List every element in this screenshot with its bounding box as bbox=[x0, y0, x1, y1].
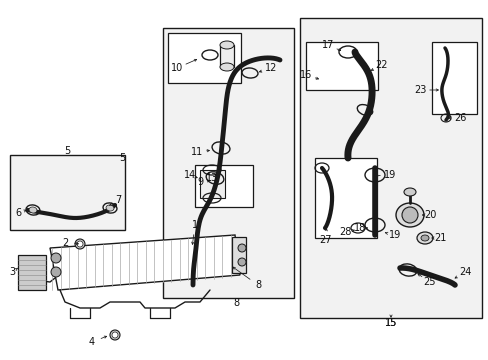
Text: 15: 15 bbox=[384, 318, 396, 328]
Bar bbox=[305, 42, 377, 90]
Bar bbox=[195, 165, 252, 207]
Text: 21: 21 bbox=[433, 233, 445, 243]
Text: 6: 6 bbox=[15, 208, 21, 218]
Text: 27: 27 bbox=[318, 235, 330, 245]
Bar bbox=[200, 170, 224, 198]
Text: 23: 23 bbox=[413, 85, 426, 95]
Text: 1: 1 bbox=[192, 220, 198, 230]
Ellipse shape bbox=[403, 188, 415, 196]
Text: 10: 10 bbox=[170, 63, 183, 73]
Text: 15: 15 bbox=[384, 318, 396, 328]
Text: 22: 22 bbox=[375, 60, 387, 70]
Ellipse shape bbox=[77, 241, 83, 247]
Text: 8: 8 bbox=[254, 280, 261, 290]
Bar bbox=[431, 42, 476, 114]
Text: 5: 5 bbox=[64, 146, 70, 156]
Text: 2: 2 bbox=[62, 238, 68, 248]
Bar bbox=[163, 28, 293, 298]
Text: 24: 24 bbox=[458, 267, 470, 277]
Bar bbox=[231, 237, 245, 273]
Text: 9: 9 bbox=[197, 177, 203, 187]
Polygon shape bbox=[50, 235, 240, 290]
Bar bbox=[168, 33, 241, 83]
Text: 11: 11 bbox=[190, 147, 203, 157]
Text: 14: 14 bbox=[183, 170, 196, 180]
Ellipse shape bbox=[112, 332, 118, 338]
Ellipse shape bbox=[51, 267, 61, 277]
Ellipse shape bbox=[238, 244, 245, 252]
Ellipse shape bbox=[106, 205, 114, 211]
Text: 7: 7 bbox=[115, 195, 121, 205]
Text: 13: 13 bbox=[205, 173, 218, 183]
Ellipse shape bbox=[220, 41, 234, 49]
Ellipse shape bbox=[395, 203, 423, 227]
Text: 26: 26 bbox=[453, 113, 465, 123]
Ellipse shape bbox=[416, 232, 432, 244]
Text: 18: 18 bbox=[353, 223, 366, 233]
Ellipse shape bbox=[401, 207, 417, 223]
Bar bbox=[10, 155, 125, 230]
Text: 19: 19 bbox=[388, 230, 400, 240]
Ellipse shape bbox=[110, 330, 120, 340]
Text: 4: 4 bbox=[89, 337, 95, 347]
Text: 3: 3 bbox=[9, 267, 15, 277]
Text: 12: 12 bbox=[264, 63, 277, 73]
Text: 17: 17 bbox=[321, 40, 333, 50]
Text: 28: 28 bbox=[338, 227, 350, 237]
Bar bbox=[18, 255, 46, 290]
Ellipse shape bbox=[51, 253, 61, 263]
Ellipse shape bbox=[238, 258, 245, 266]
Ellipse shape bbox=[75, 239, 85, 249]
Text: 20: 20 bbox=[423, 210, 435, 220]
Ellipse shape bbox=[29, 207, 37, 213]
Ellipse shape bbox=[420, 235, 428, 241]
Bar bbox=[314, 158, 376, 238]
Text: 19: 19 bbox=[383, 170, 395, 180]
Text: 16: 16 bbox=[299, 70, 311, 80]
Bar bbox=[299, 18, 481, 318]
Text: 25: 25 bbox=[423, 277, 435, 287]
Ellipse shape bbox=[220, 63, 234, 71]
Text: 5: 5 bbox=[119, 153, 125, 163]
Text: 8: 8 bbox=[232, 298, 239, 308]
Bar bbox=[220, 45, 234, 67]
